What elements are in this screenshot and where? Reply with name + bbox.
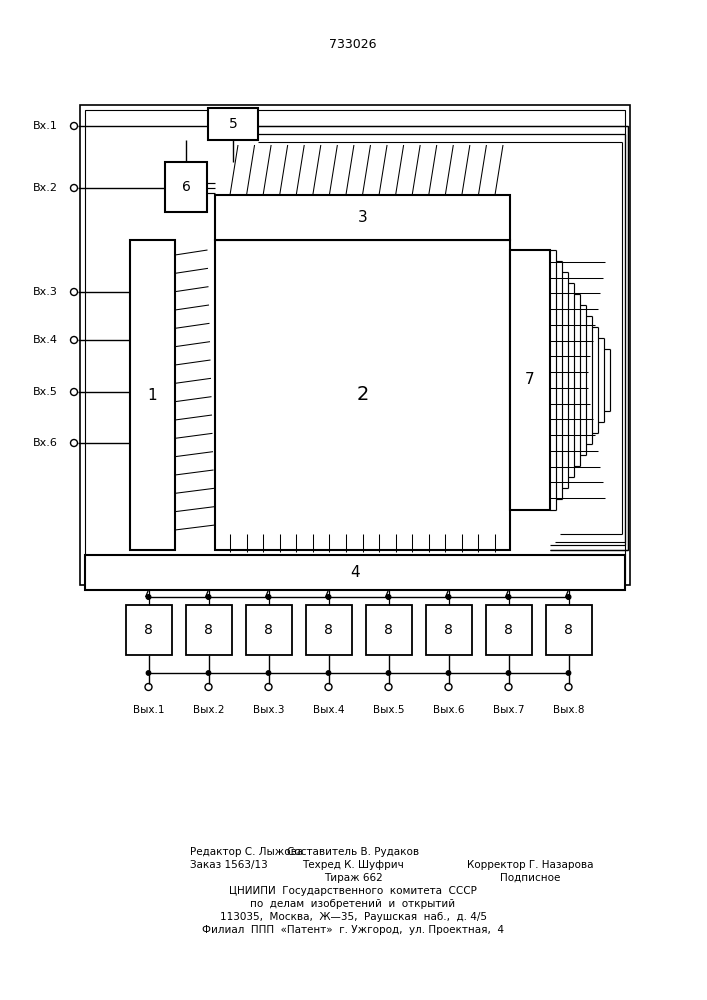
Text: Вх.1: Вх.1 bbox=[33, 121, 58, 131]
Text: Вых.3: Вых.3 bbox=[252, 705, 284, 715]
Circle shape bbox=[146, 595, 151, 599]
Text: Вх.4: Вх.4 bbox=[33, 335, 58, 345]
Text: Вх.2: Вх.2 bbox=[33, 183, 58, 193]
Circle shape bbox=[506, 671, 510, 675]
Text: 733026: 733026 bbox=[329, 38, 377, 51]
Text: Техред К. Шуфрич: Техред К. Шуфрич bbox=[302, 860, 404, 870]
Circle shape bbox=[146, 671, 151, 675]
Bar bbox=[546, 605, 592, 655]
Text: по  делам  изобретений  и  открытий: по делам изобретений и открытий bbox=[250, 899, 455, 909]
Bar bbox=[215, 195, 510, 240]
Text: Вых.4: Вых.4 bbox=[312, 705, 344, 715]
Text: 1: 1 bbox=[148, 387, 158, 402]
Text: Вых.5: Вых.5 bbox=[373, 705, 404, 715]
Text: Вых.1: Вых.1 bbox=[133, 705, 164, 715]
Bar bbox=[245, 605, 291, 655]
Circle shape bbox=[206, 595, 211, 599]
Text: Филиал  ППП  «Патент»  г. Ужгород,  ул. Проектная,  4: Филиал ППП «Патент» г. Ужгород, ул. Прое… bbox=[202, 925, 504, 935]
Text: 8: 8 bbox=[204, 623, 213, 637]
Circle shape bbox=[326, 595, 331, 599]
Circle shape bbox=[506, 595, 510, 599]
Text: Редактор С. Лыжова: Редактор С. Лыжова bbox=[190, 847, 303, 857]
Circle shape bbox=[386, 671, 391, 675]
Circle shape bbox=[446, 595, 451, 599]
Text: 7: 7 bbox=[525, 372, 534, 387]
Text: 6: 6 bbox=[182, 180, 190, 194]
Bar bbox=[215, 240, 510, 550]
Text: Подписное: Подписное bbox=[500, 873, 560, 883]
Text: 2: 2 bbox=[356, 385, 368, 404]
Text: 8: 8 bbox=[384, 623, 393, 637]
Circle shape bbox=[267, 595, 271, 599]
Text: Составитель В. Рудаков: Составитель В. Рудаков bbox=[287, 847, 419, 857]
Text: ЦНИИПИ  Государственного  комитета  СССР: ЦНИИПИ Государственного комитета СССР bbox=[229, 886, 477, 896]
Circle shape bbox=[386, 595, 391, 599]
Circle shape bbox=[267, 671, 271, 675]
Text: 5: 5 bbox=[228, 117, 238, 131]
Text: 8: 8 bbox=[324, 623, 333, 637]
Circle shape bbox=[206, 671, 211, 675]
Text: Вх.5: Вх.5 bbox=[33, 387, 58, 397]
Text: Вх.6: Вх.6 bbox=[33, 438, 58, 448]
Text: 3: 3 bbox=[358, 210, 368, 225]
Text: Вых.6: Вых.6 bbox=[433, 705, 464, 715]
Circle shape bbox=[566, 595, 571, 599]
Circle shape bbox=[327, 671, 331, 675]
Text: 113035,  Москва,  Ж—35,  Раушская  наб.,  д. 4/5: 113035, Москва, Ж—35, Раушская наб., д. … bbox=[219, 912, 486, 922]
Bar bbox=[85, 555, 625, 590]
Text: Вх.3: Вх.3 bbox=[33, 287, 58, 297]
Text: Тираж 662: Тираж 662 bbox=[324, 873, 382, 883]
Bar bbox=[85, 110, 625, 580]
Text: 8: 8 bbox=[504, 623, 513, 637]
Text: 8: 8 bbox=[564, 623, 573, 637]
Bar bbox=[185, 605, 231, 655]
Text: 8: 8 bbox=[444, 623, 453, 637]
Bar bbox=[426, 605, 472, 655]
Bar bbox=[208, 108, 258, 140]
Circle shape bbox=[446, 671, 450, 675]
Text: Вых.2: Вых.2 bbox=[193, 705, 224, 715]
Text: Вых.8: Вых.8 bbox=[553, 705, 584, 715]
Text: 8: 8 bbox=[144, 623, 153, 637]
Bar bbox=[130, 240, 175, 550]
Circle shape bbox=[566, 671, 571, 675]
Text: Вых.7: Вых.7 bbox=[493, 705, 525, 715]
Text: Заказ 1563/13: Заказ 1563/13 bbox=[190, 860, 268, 870]
Bar bbox=[510, 250, 550, 510]
Bar bbox=[126, 605, 172, 655]
Bar bbox=[305, 605, 351, 655]
Text: 4: 4 bbox=[350, 565, 360, 580]
Bar bbox=[80, 105, 630, 585]
Bar bbox=[165, 162, 207, 212]
Bar bbox=[229, 145, 496, 195]
Text: 8: 8 bbox=[264, 623, 273, 637]
Bar bbox=[486, 605, 532, 655]
Text: Корректор Г. Назарова: Корректор Г. Назарова bbox=[467, 860, 593, 870]
Bar bbox=[366, 605, 411, 655]
